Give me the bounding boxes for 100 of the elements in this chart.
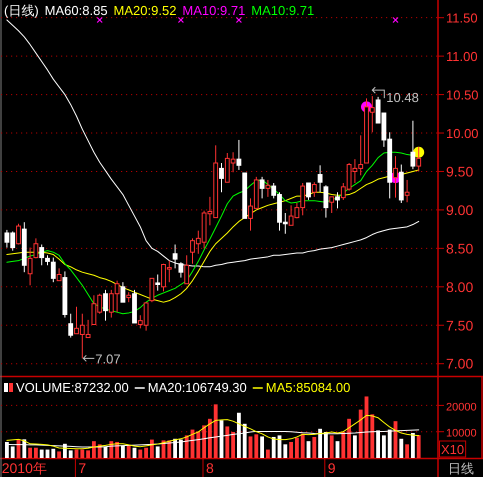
text: MA10:9.71: [182, 3, 246, 18]
chart-title: (日线): [4, 3, 39, 18]
candlestick: [16, 223, 21, 246]
line-series: [6, 414, 420, 450]
y-tick-label: 7.00: [446, 356, 474, 372]
bar: [405, 444, 410, 458]
bar: [156, 446, 160, 458]
candlestick: [318, 164, 323, 193]
y-tick-label: 10.50: [446, 88, 479, 103]
bar: [74, 450, 78, 458]
candlestick: [39, 244, 44, 266]
candlestick: [126, 292, 132, 303]
candlestick: [155, 274, 160, 292]
candlestick: [404, 179, 410, 203]
candlestick: [120, 282, 126, 303]
point: [96, 16, 103, 24]
text: X10: [441, 442, 464, 457]
bar: [231, 432, 236, 458]
bar: [260, 436, 264, 458]
bar: [28, 448, 32, 458]
candlestick: [306, 182, 311, 200]
bar: [278, 435, 282, 458]
bar: [138, 450, 142, 458]
x-tick-label: 2010年: [2, 460, 47, 476]
bar: [162, 440, 166, 458]
x-tick-label: 7: [78, 460, 86, 476]
y-tick-label: 11.00: [446, 49, 478, 64]
bar: [416, 435, 421, 458]
bar: [68, 450, 73, 458]
candlestick: [416, 146, 422, 172]
candlestick: [312, 182, 317, 198]
candlestick: [265, 179, 270, 198]
text: MA20:9.52: [114, 3, 176, 18]
y-tick-label: 9.00: [446, 202, 474, 218]
bar: [57, 451, 62, 458]
bar: [347, 418, 352, 458]
bar: [92, 441, 96, 458]
point: [236, 16, 242, 24]
text: 日线: [448, 461, 474, 476]
bar: [46, 450, 50, 458]
bar: [394, 421, 398, 458]
annotation: 10.48: [386, 90, 419, 106]
candlestick: [410, 120, 416, 170]
bar: [16, 439, 20, 458]
y-tick-label: 8.50: [446, 240, 474, 256]
bar: [150, 440, 154, 458]
bar: [364, 396, 368, 458]
bar: [40, 450, 44, 458]
y-tick-label: 8.00: [446, 278, 474, 295]
candlestick: [56, 268, 62, 282]
bar: [266, 450, 270, 458]
point: [392, 16, 399, 24]
bar: [80, 450, 84, 458]
text: MA60:8.85: [44, 3, 108, 18]
y-tick-label: 7.50: [446, 317, 474, 334]
candlestick: [68, 313, 74, 338]
candlestick: [184, 254, 190, 284]
bar: [86, 450, 90, 458]
bar: [312, 436, 316, 458]
bar: [382, 435, 386, 458]
y-tick-label: 10000: [446, 428, 477, 440]
y-tick-label: 20000: [446, 401, 477, 414]
candlestick: [28, 247, 33, 286]
candlestick: [149, 278, 154, 303]
bar: [34, 448, 38, 458]
bar: [352, 435, 357, 458]
bar: [306, 441, 310, 458]
y-tick-label: 9.50: [446, 163, 474, 180]
x-tick-label: 8: [206, 460, 214, 476]
bar: [190, 430, 194, 458]
candlestick: [103, 289, 108, 322]
y-tick-label: 11.50: [446, 10, 478, 26]
bar: [410, 433, 415, 458]
candlestick: [335, 192, 340, 209]
point: [178, 16, 184, 24]
bar: [254, 434, 258, 458]
candlestick: [33, 238, 38, 259]
text: MA10:9.71: [251, 3, 314, 18]
bar: [208, 418, 212, 458]
x-tick-label: 9: [328, 460, 336, 476]
candlestick: [236, 139, 242, 170]
bar: [289, 442, 294, 458]
candlestick: [260, 176, 265, 199]
y-tick-label: 10.00: [446, 126, 479, 142]
candlestick: [329, 196, 334, 214]
legend-label: VOLUME:87232.00: [16, 380, 129, 395]
bar: [248, 436, 252, 458]
bar: [132, 448, 136, 458]
candlestick: [323, 184, 328, 218]
bar: [294, 438, 299, 458]
candlestick: [393, 156, 398, 198]
bar: [336, 441, 340, 458]
bar: [399, 438, 404, 458]
legend-label: MA20:106749.30: [148, 380, 247, 395]
bar: [330, 435, 334, 458]
bar: [144, 448, 148, 458]
candlestick: [219, 162, 224, 193]
annotation: 7.07: [95, 351, 121, 366]
legend-label: MA5:85084.00: [266, 380, 350, 395]
line-series: [6, 169, 420, 303]
